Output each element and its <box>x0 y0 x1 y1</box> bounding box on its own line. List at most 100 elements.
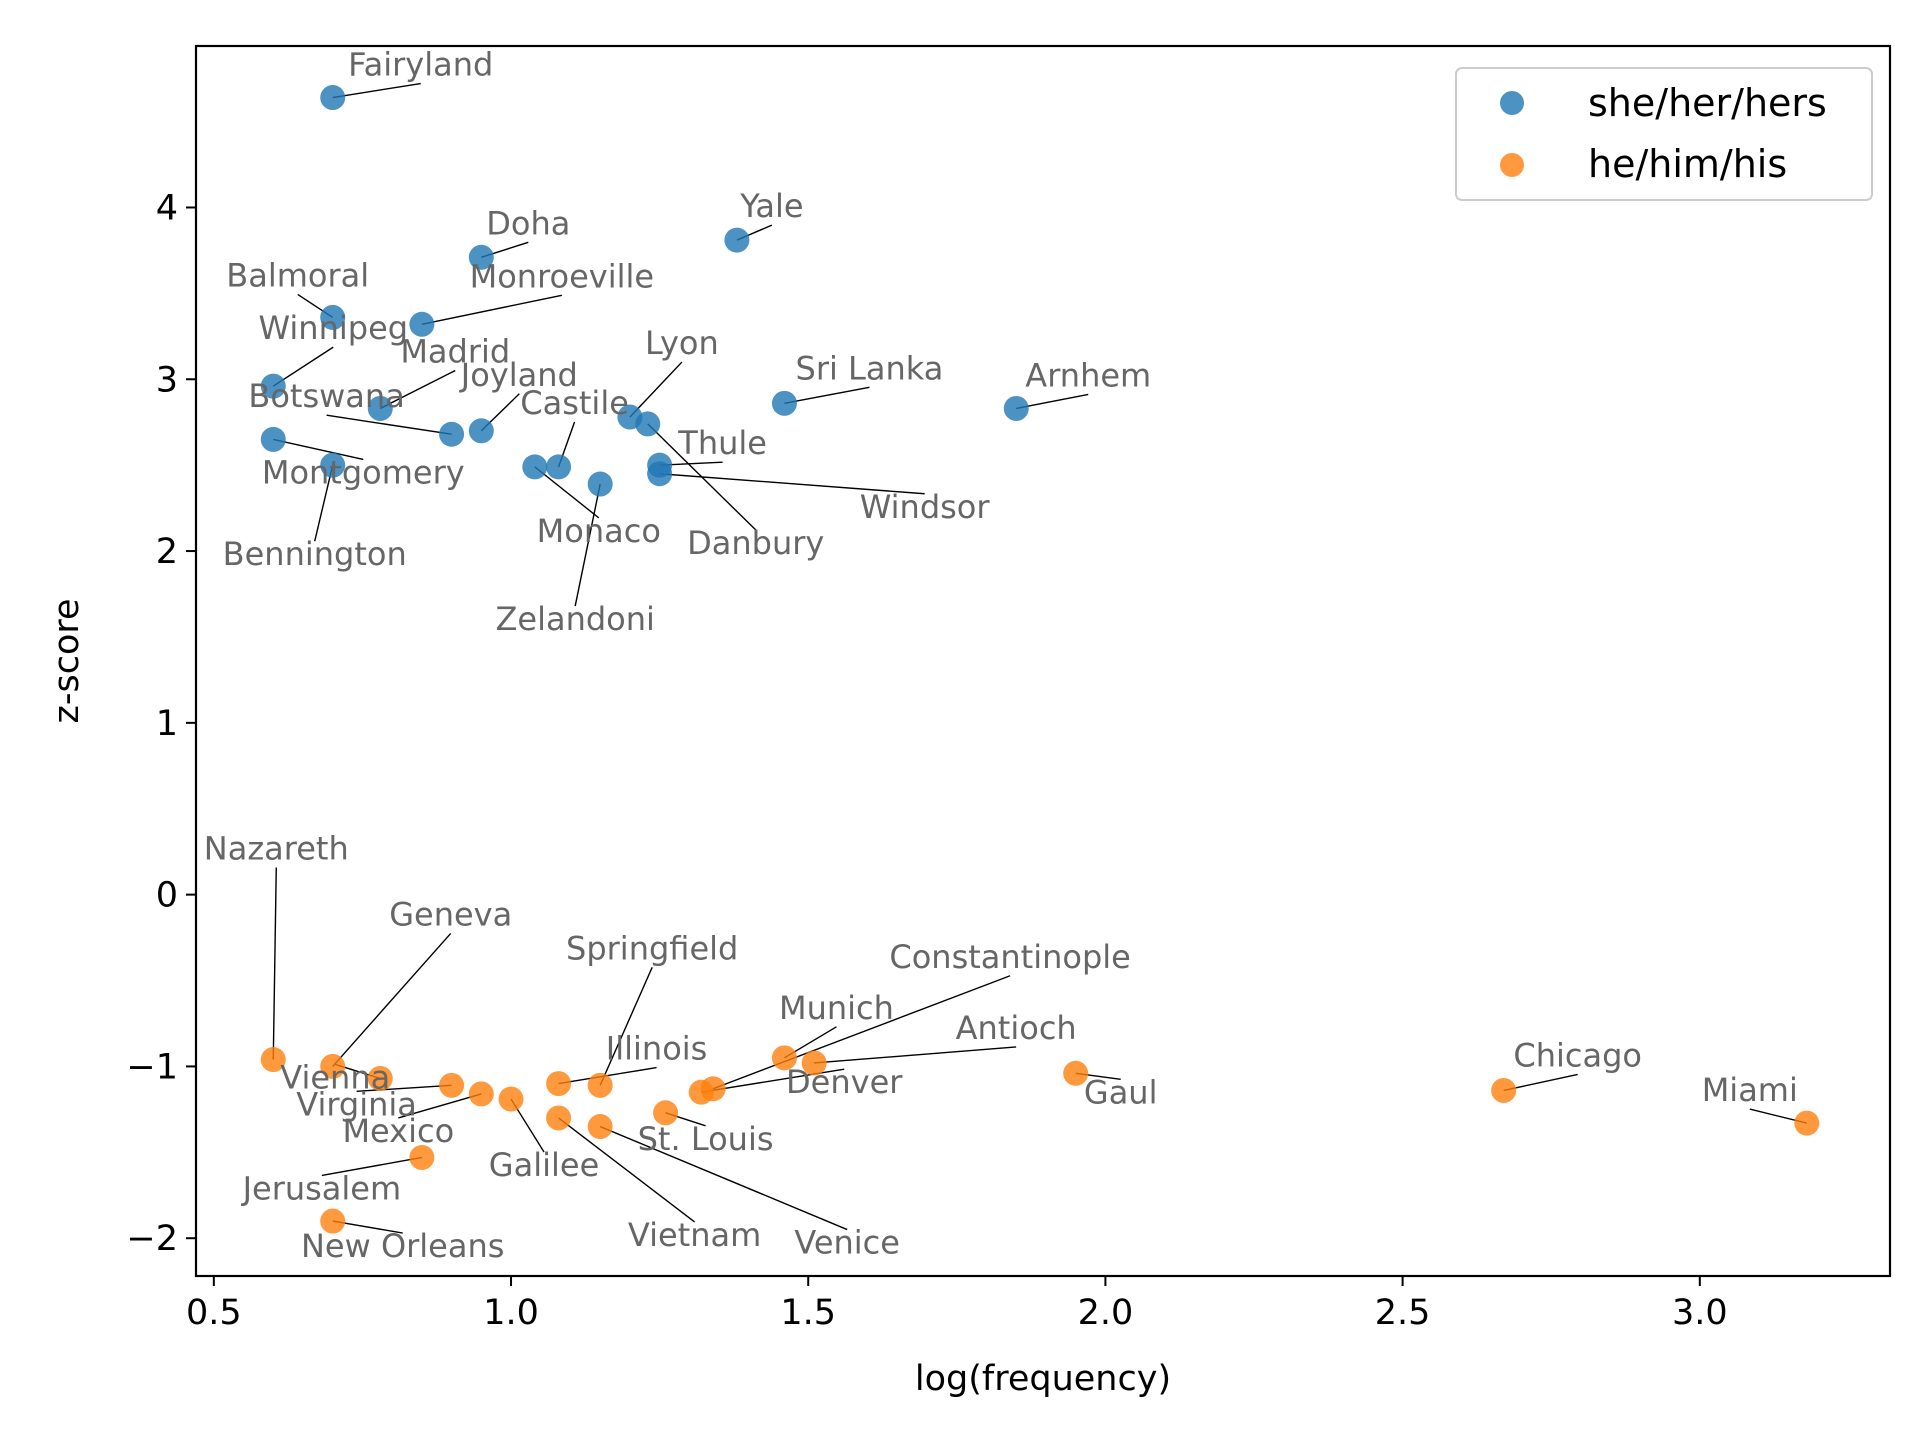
point-monaco <box>522 454 548 480</box>
point-label-monroeville: Monroeville <box>470 257 654 295</box>
point-label-gaul: Gaul <box>1084 1073 1158 1111</box>
point-label-munich: Munich <box>779 989 894 1027</box>
point-label-mexico: Mexico <box>342 1112 454 1150</box>
x-tick-label: 2.5 <box>1375 1293 1431 1333</box>
leader-line-sri-lanka <box>784 386 870 405</box>
point-label-lyon: Lyon <box>645 324 719 362</box>
x-tick-label: 3.0 <box>1672 1293 1728 1333</box>
point-zelandoni <box>587 471 613 497</box>
point-castile <box>546 454 572 480</box>
point-st-louis <box>653 1100 679 1126</box>
point-label-st-louis: St. Louis <box>638 1120 774 1158</box>
leader-line-zelandoni <box>574 483 601 607</box>
legend-box <box>1455 67 1873 201</box>
point-galilee <box>498 1086 524 1112</box>
x-tick-label: 1.0 <box>483 1293 539 1333</box>
point-label-arnhem: Arnhem <box>1025 356 1151 394</box>
point-illinois <box>546 1071 572 1097</box>
y-tick-label: 3 <box>156 360 178 400</box>
point-joyland <box>468 418 494 444</box>
point-munich <box>771 1045 797 1071</box>
point-miami <box>1794 1110 1820 1136</box>
point-monroeville <box>409 311 435 337</box>
point-label-illinois: Illinois <box>606 1030 708 1068</box>
leader-line-lyon <box>629 361 683 418</box>
point-chicago <box>1491 1077 1517 1103</box>
leader-line-nazareth <box>272 867 277 1060</box>
legend-marker-he-him-his <box>1500 153 1524 177</box>
point-label-castile: Castile <box>520 384 629 422</box>
leader-line-virginia <box>356 1084 452 1093</box>
leader-line-chicago <box>1503 1073 1578 1092</box>
point-label-doha: Doha <box>486 204 570 242</box>
point-label-antioch: Antioch <box>956 1009 1077 1047</box>
point-label-chicago: Chicago <box>1513 1036 1642 1074</box>
leader-line-geneva <box>332 932 452 1067</box>
point-label-joyland: Joyland <box>459 356 578 394</box>
point-danbury <box>635 411 661 437</box>
leader-line-springfield <box>599 967 653 1086</box>
leader-line-vietnam <box>558 1117 696 1223</box>
point-fairyland <box>320 85 346 111</box>
point-label-danbury: Danbury <box>687 524 824 562</box>
point-label-new-orleans: New Orleans <box>301 1227 504 1265</box>
point-label-vietnam: Vietnam <box>628 1216 761 1254</box>
point-label-constantinople: Constantinople <box>889 938 1131 976</box>
leader-line-madrid <box>379 369 456 410</box>
point-vienna <box>367 1065 393 1091</box>
x-tick-label: 2.0 <box>1078 1293 1134 1333</box>
point-constantinople <box>700 1076 726 1102</box>
leader-line-venice <box>599 1125 848 1231</box>
y-tick-label: −1 <box>126 1047 178 1087</box>
plot-marks: Fairyland Doha Yale Balmoral Monroeville Winn… <box>204 46 1820 1265</box>
point-label-monaco: Monaco <box>537 512 661 550</box>
point-springfield <box>587 1072 613 1098</box>
x-tick-label: 0.5 <box>186 1293 242 1333</box>
point-label-sri-lanka: Sri Lanka <box>796 349 944 387</box>
legend: she/her/hers he/him/his <box>1455 67 1873 201</box>
point-label-thule: Thule <box>677 424 767 462</box>
legend-marker-she-her-hers <box>1500 91 1524 115</box>
point-doha <box>468 244 494 270</box>
point-jerusalem <box>409 1144 435 1170</box>
point-label-winnipeg: Winnipeg <box>258 309 408 347</box>
point-antioch <box>801 1050 827 1076</box>
point-label-venice: Venice <box>794 1224 900 1262</box>
legend-label-he-him-his: he/him/his <box>1588 142 1787 186</box>
point-label-nazareth: Nazareth <box>204 830 349 868</box>
leader-line-fairyland <box>332 82 421 99</box>
point-label-geneva: Geneva <box>389 895 512 933</box>
y-tick-label: −2 <box>126 1219 178 1259</box>
point-label-windsor: Windsor <box>860 488 991 526</box>
point-new-orleans <box>320 1208 346 1234</box>
point-mexico <box>468 1081 494 1107</box>
leader-line-mexico <box>398 1093 482 1119</box>
point-windsor <box>647 461 673 487</box>
point-label-bennington: Bennington <box>223 535 407 573</box>
point-montgomery <box>260 426 286 452</box>
point-vietnam <box>546 1105 572 1131</box>
point-arnhem <box>1003 395 1029 421</box>
leader-line-montgomery <box>273 438 364 461</box>
plot-frame <box>194 44 1892 1278</box>
point-labels: Fairyland Doha Yale Balmoral Monroeville Winn… <box>204 46 1798 1265</box>
point-sri-lanka <box>771 390 797 416</box>
point-yale <box>724 227 750 253</box>
point-nazareth <box>260 1047 286 1073</box>
point-botswana <box>439 421 465 447</box>
point-label-zelandoni: Zelandoni <box>495 600 654 638</box>
y-tick-label: 4 <box>156 188 178 228</box>
x-tick-label: 1.5 <box>780 1293 836 1333</box>
legend-label-she-her-hers: she/her/hers <box>1588 81 1827 125</box>
point-gaul <box>1063 1060 1089 1086</box>
axes: 0.5 1.0 1.5 2.0 2.5 3.0 −2 −1 0 1 2 3 4 <box>126 188 1727 1333</box>
point-label-jerusalem: Jerusalem <box>241 1169 402 1207</box>
leader-line-botswana <box>326 414 452 435</box>
point-label-vienna: Vienna <box>280 1058 390 1096</box>
leader-line-antioch <box>814 1046 1017 1064</box>
point-balmoral <box>320 304 346 330</box>
leader-line-jerusalem <box>321 1156 422 1177</box>
point-geneva <box>320 1053 346 1079</box>
